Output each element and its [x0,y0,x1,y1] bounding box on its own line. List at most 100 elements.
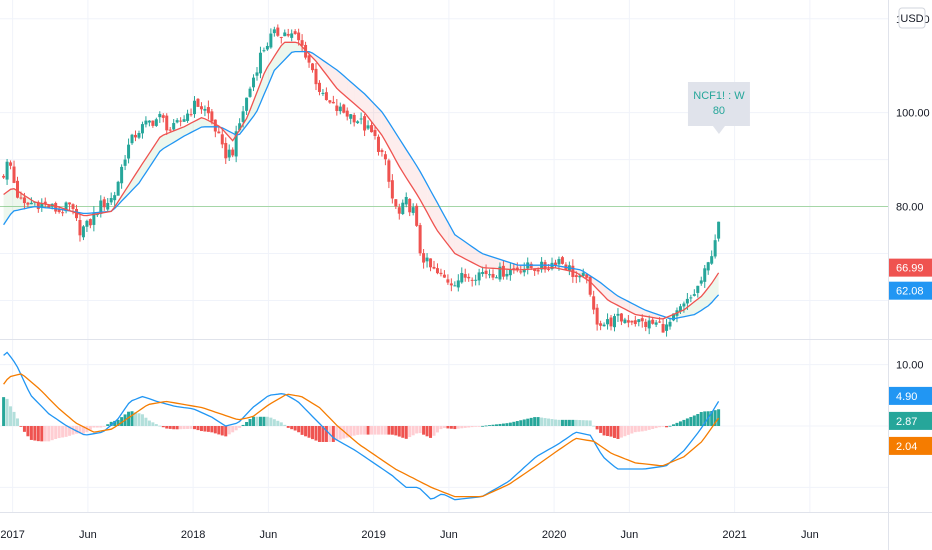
histogram-bar [168,426,172,429]
ema-band-segment [690,301,695,316]
ema-band-segment [687,304,691,317]
candle-body [300,40,304,46]
candle-body [689,297,693,299]
time-tick-label: 2019 [361,529,385,541]
histogram-bar [172,426,176,430]
ema-band-segment [201,117,205,128]
histogram-bar [547,418,551,426]
histogram-bar [29,426,33,440]
ema-band-segment [430,190,435,225]
candle-body [172,123,176,130]
candle-body [380,150,384,153]
histogram-bar [429,426,433,438]
ema-band-segment [607,288,612,302]
candle-body [453,285,457,287]
ema-band-segment [461,239,466,259]
ema-band-segment [611,290,615,304]
candle-body [373,130,377,136]
candle-body [477,272,481,281]
candle-body [494,277,498,279]
candle-body [619,313,623,322]
histogram-bar [99,426,103,428]
histogram-bar [147,420,151,426]
candle-body [269,33,273,48]
candle-body [19,197,23,199]
candle-body [383,154,387,160]
ema-band-segment [444,215,448,245]
histogram-bar [130,411,134,426]
histogram-bar [19,426,23,427]
candle-body [92,212,96,225]
histogram-bar [22,426,26,432]
ema-band-segment [468,244,473,263]
histogram-bar [658,426,662,428]
ema-band-segment [277,45,282,67]
histogram-bar [619,426,623,438]
candle-body [623,319,627,323]
histogram-bar [199,426,203,432]
candle-body [640,318,644,322]
ema-band-segment [482,253,487,268]
ema-band-segment [229,131,233,141]
candle-body [158,113,162,118]
candle-body [43,201,47,205]
histogram-bar [307,426,311,438]
ema-band-segment [486,254,490,269]
histogram-bar [453,426,457,430]
candle-body [342,104,346,113]
currency-button[interactable]: USD [898,7,926,29]
candle-body [224,142,228,159]
macd-lines [3,351,720,501]
histogram-bar [248,419,252,426]
candle-body [550,262,554,270]
candle-body [210,111,214,122]
price-labels: 66.99 62.08 4.90 2.87 2.04 [889,258,932,455]
candle-body [102,199,106,208]
candle-body [168,129,172,131]
ema-band-segment [180,126,185,139]
histogram-bar [50,426,54,441]
candle-body [29,202,33,205]
histogram-bar [57,426,61,439]
price-tick-label: 100.00 [896,108,930,120]
candle-body [387,160,391,182]
histogram-bar [54,426,58,439]
histogram-bar [64,426,68,437]
macd-line [3,351,720,501]
candle-body [706,262,710,271]
histogram-bar [165,426,169,429]
ema-band-segment [642,308,646,317]
histogram-bar [488,425,492,426]
histogram-bar [671,424,675,426]
currency-button-box[interactable] [898,7,926,29]
ema-band-segment [7,189,11,220]
ema-band-segment [680,309,684,318]
histogram-bar [286,426,290,428]
candle-body [661,324,665,333]
histogram-bar [258,416,262,426]
histogram-bar [300,426,304,435]
candle-body [474,279,478,281]
histogram-bar [612,426,616,438]
histogram-bar [529,417,533,426]
histogram-bar [151,422,155,426]
histogram-bar [557,419,561,426]
candle-body [429,258,433,268]
candle-body [404,196,408,205]
histogram-bar [311,426,315,440]
histogram-bar [550,419,554,426]
candle-body [220,134,224,145]
ema-band-segment [520,265,525,270]
candle-body [182,119,186,122]
candle-body [255,72,259,76]
signal-line [3,373,720,498]
histogram-bar [449,426,453,429]
candle-body [703,268,707,282]
candle-body [397,207,401,214]
ema-band-segment [250,101,254,121]
ema-band-segment [645,310,650,317]
candle-body [519,271,523,273]
candle-body [252,77,256,88]
candle-body [258,52,262,74]
